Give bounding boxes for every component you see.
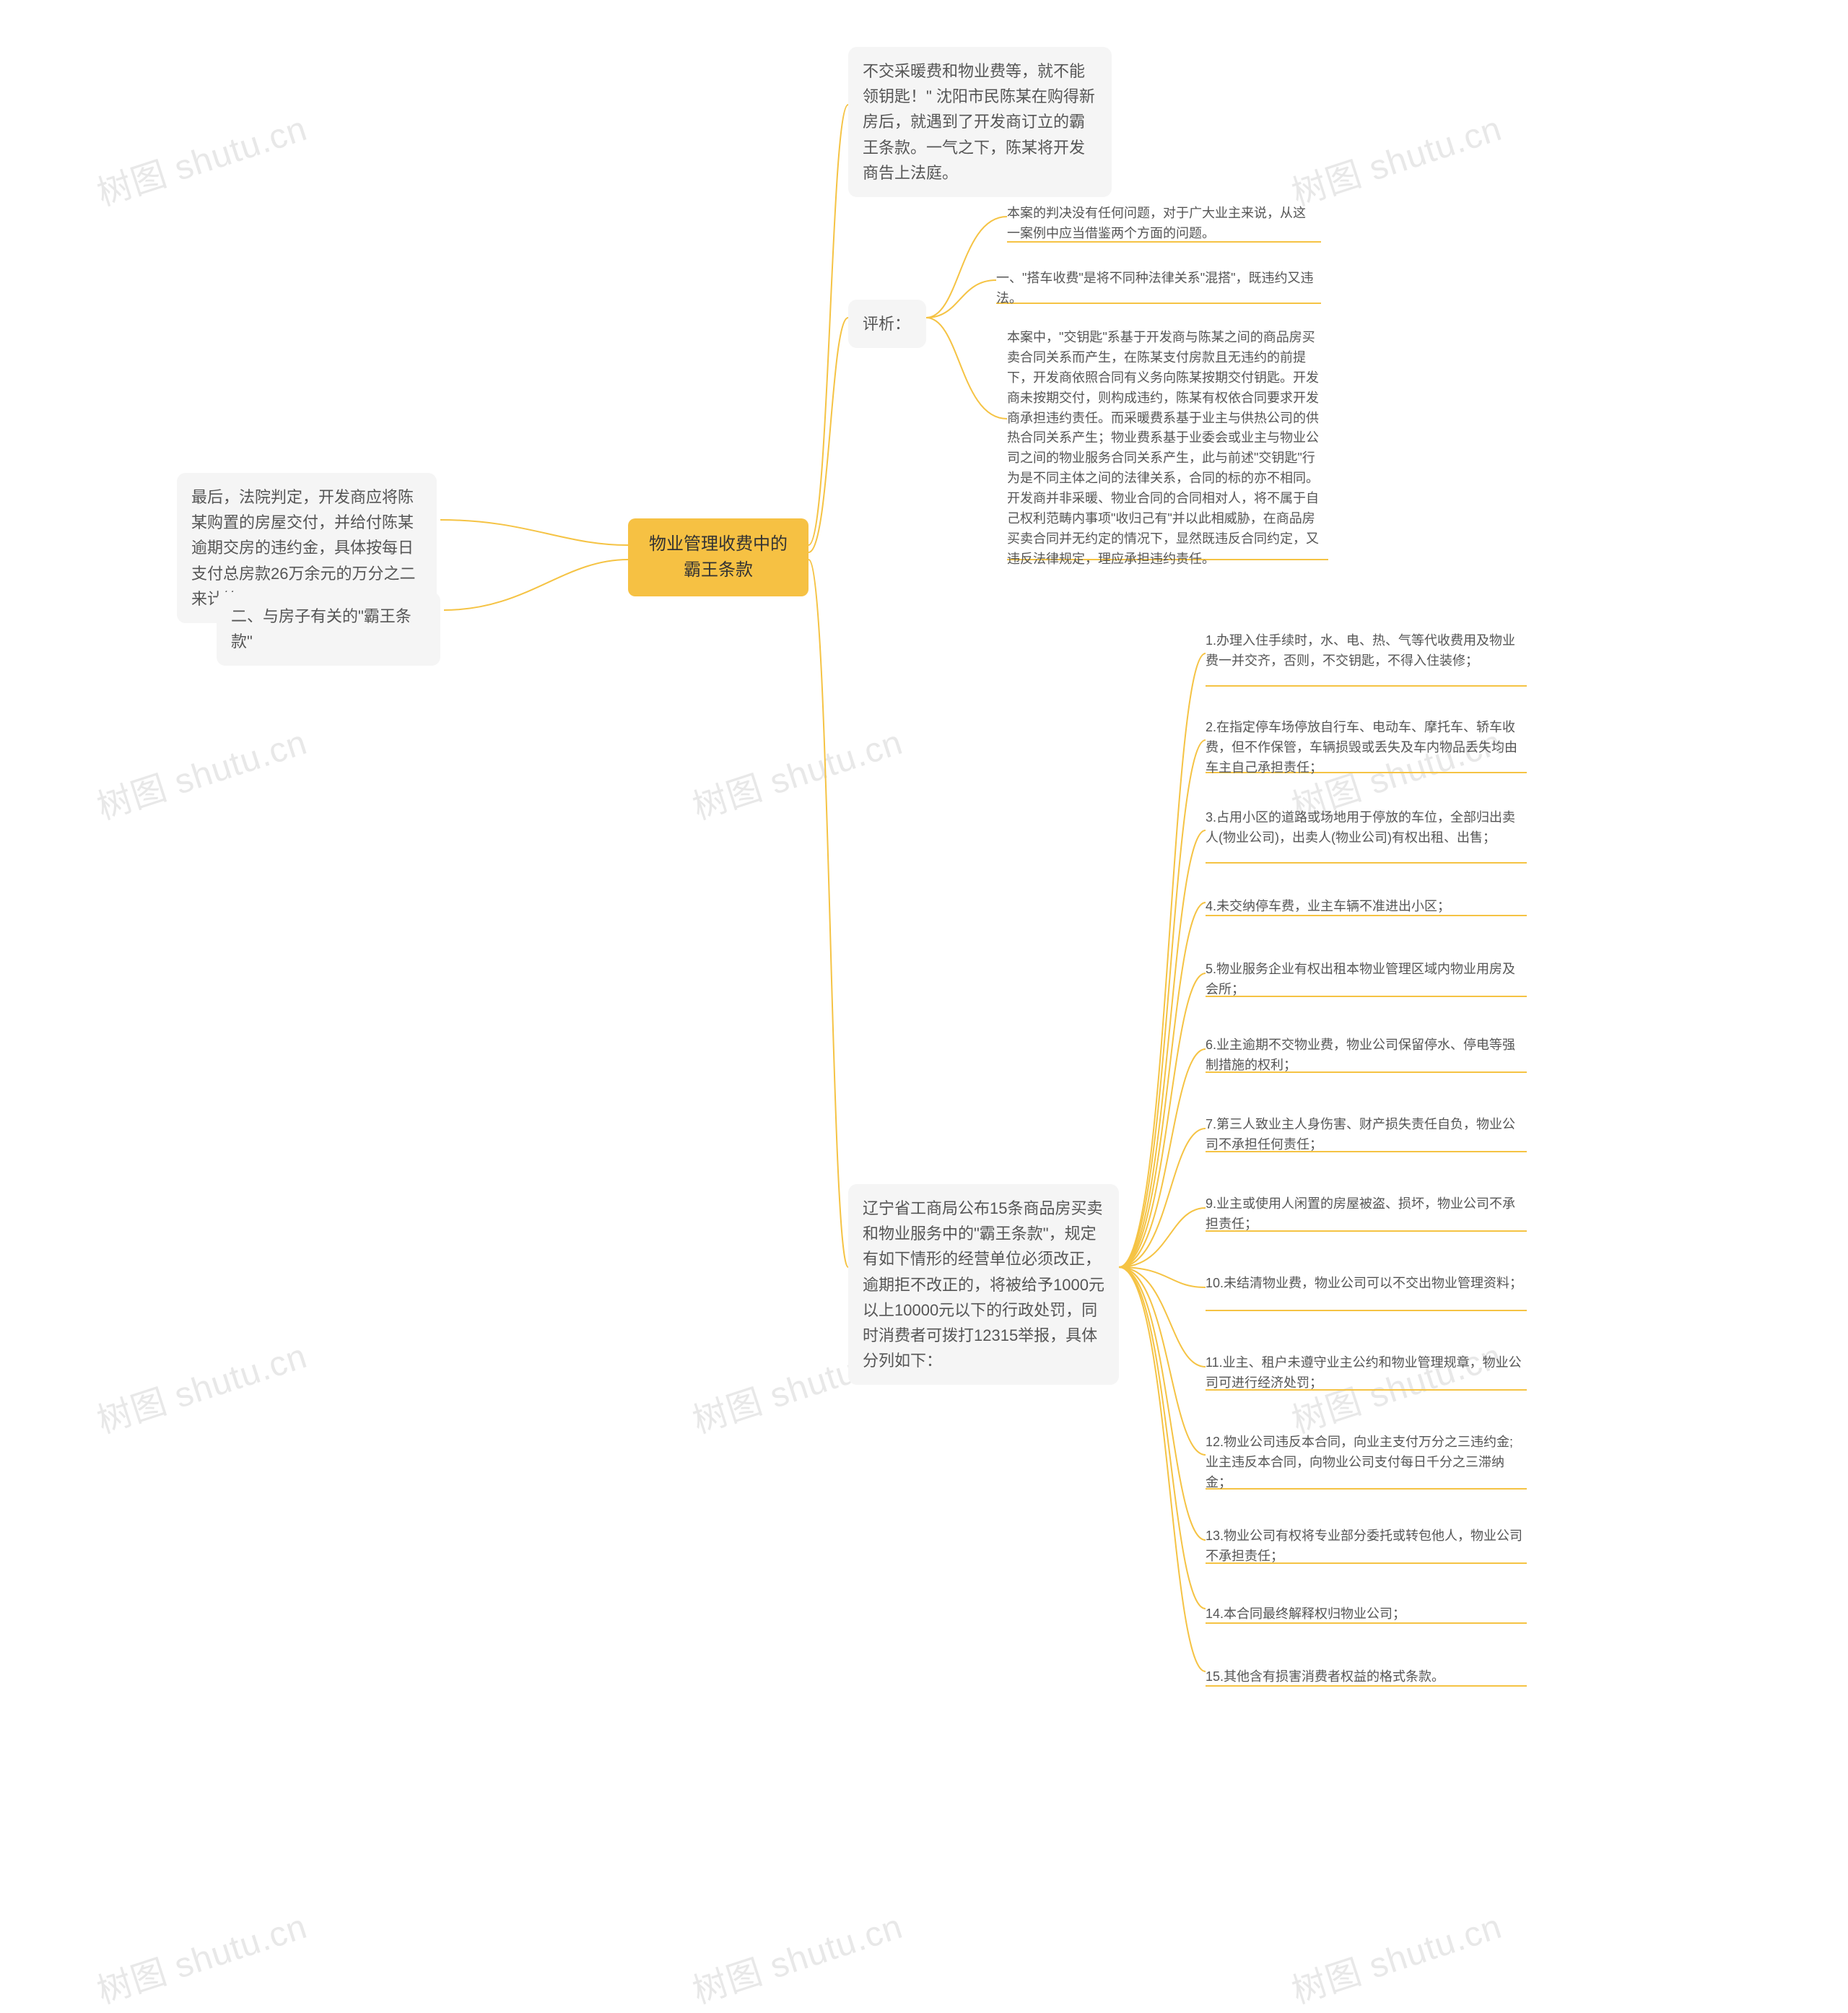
analysis-leaf[interactable]: 本案中，"交钥匙"系基于开发商与陈某之间的商品房买卖合同关系而产生，在陈某支付房… <box>1007 325 1325 573</box>
clause-leaf[interactable]: 6.业主逾期不交物业费，物业公司保留停水、停电等强制措施的权利； <box>1206 1032 1523 1079</box>
analysis-leaf[interactable]: 一、"搭车收费"是将不同种法律关系"混搭"，既违约又违法。 <box>996 266 1317 312</box>
clause-leaf[interactable]: 5.物业服务企业有权出租本物业管理区域内物业用房及会所； <box>1206 957 1523 1003</box>
clause-leaf[interactable]: 7.第三人致业主人身伤害、财产损失责任自负，物业公司不承担任何责任； <box>1206 1112 1523 1158</box>
clause-leaf[interactable]: 11.业主、租户未遵守业主公约和物业管理规章，物业公司可进行经济处罚； <box>1206 1350 1523 1396</box>
right-branch-node[interactable]: 评析： <box>848 300 926 348</box>
clause-leaf[interactable]: 4.未交纳停车费，业主车辆不准进出小区； <box>1206 894 1523 920</box>
left-branch-node[interactable]: 二、与房子有关的"霸王条款" <box>217 592 440 666</box>
clause-leaf[interactable]: 14.本合同最终解释权归物业公司； <box>1206 1601 1523 1627</box>
clause-leaf[interactable]: 13.物业公司有权将专业部分委托或转包他人，物业公司不承担责任； <box>1206 1523 1523 1570</box>
center-topic-text: 物业管理收费中的霸王条款 <box>649 534 788 580</box>
clause-leaf[interactable]: 15.其他含有损害消费者权益的格式条款。 <box>1206 1664 1523 1690</box>
clause-leaf[interactable]: 12.物业公司违反本合同，向业主支付万分之三违约金;业主违反本合同，向物业公司支… <box>1206 1430 1523 1496</box>
clause-leaf[interactable]: 9.业主或使用人闲置的房屋被盗、损坏，物业公司不承担责任； <box>1206 1191 1523 1238</box>
clause-leaf[interactable]: 3.占用小区的道路或场地用于停放的车位，全部归出卖人(物业公司)，出卖人(物业公… <box>1206 805 1523 851</box>
center-topic[interactable]: 物业管理收费中的霸王条款 <box>628 518 808 596</box>
clause-leaf[interactable]: 10.未结清物业费，物业公司可以不交出物业管理资料； <box>1206 1271 1523 1297</box>
clause-leaf[interactable]: 1.办理入住手续时，水、电、热、气等代收费用及物业费一并交齐，否则，不交钥匙，不… <box>1206 628 1523 674</box>
analysis-leaf[interactable]: 本案的判决没有任何问题，对于广大业主来说，从这一案例中应当借鉴两个方面的问题。 <box>1007 201 1317 247</box>
connection-lines <box>0 0 1848 2009</box>
right-branch-node[interactable]: 辽宁省工商局公布15条商品房买卖和物业服务中的"霸王条款"，规定有如下情形的经营… <box>848 1184 1119 1385</box>
clause-leaf[interactable]: 2.在指定停车场停放自行车、电动车、摩托车、轿车收费，但不作保管，车辆损毁或丢失… <box>1206 715 1523 781</box>
right-branch-node[interactable]: 不交采暖费和物业费等，就不能领钥匙！" 沈阳市民陈某在购得新房后，就遇到了开发商… <box>848 47 1112 197</box>
